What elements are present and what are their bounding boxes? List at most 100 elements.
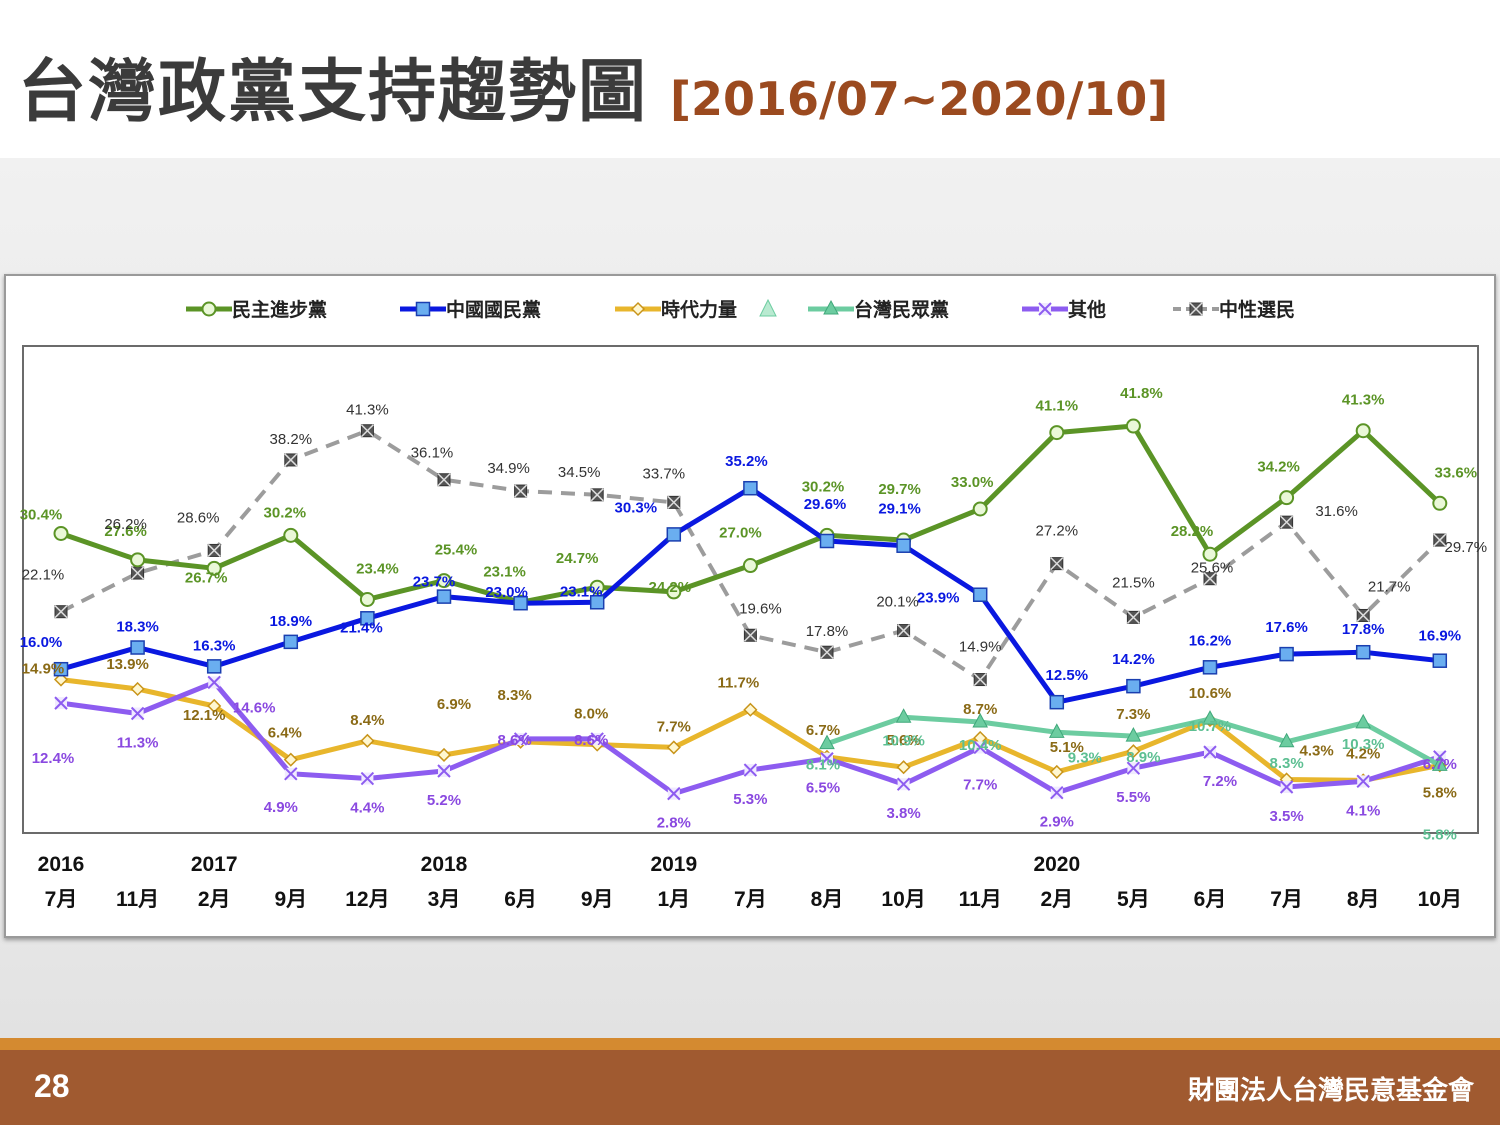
data-label: 38.2%: [270, 431, 313, 448]
data-label: 24.7%: [556, 550, 599, 567]
data-label: 17.8%: [1342, 621, 1385, 638]
data-point: [1202, 546, 1218, 562]
data-point: [513, 595, 528, 611]
data-label: 27.6%: [104, 523, 147, 540]
x-tick-label: 11月: [959, 888, 1002, 911]
data-point: [1355, 644, 1371, 660]
data-label: 25.4%: [435, 542, 478, 559]
data-label: 8.6%: [497, 732, 531, 749]
data-point: [819, 734, 835, 750]
data-point: [283, 752, 298, 767]
data-label: 5.6%: [886, 732, 920, 749]
data-label: 21.5%: [1112, 574, 1155, 591]
data-point: [130, 681, 145, 697]
data-point: [743, 763, 758, 777]
data-label: 14.9%: [959, 639, 1002, 656]
data-label: 21.4%: [340, 619, 383, 636]
data-label: 4.4%: [350, 800, 384, 817]
data-point: [743, 702, 758, 717]
title-bar: 台灣政黨支持趨勢圖 [2016/07~2020/10]: [0, 0, 1500, 158]
data-label: 14.6%: [233, 699, 276, 716]
x-year-label: 2019: [650, 853, 697, 876]
data-label: 30.4%: [20, 506, 63, 523]
data-label: 11.7%: [718, 675, 760, 692]
data-point: [1356, 608, 1370, 622]
legend-label: 台灣民眾黨: [854, 298, 949, 321]
data-label: 4.2%: [1346, 745, 1380, 762]
data-label: 5.8%: [1423, 826, 1457, 843]
data-label: 41.8%: [1120, 385, 1163, 402]
data-label: 34.9%: [487, 460, 530, 477]
data-point: [130, 706, 145, 721]
data-label: 18.9%: [270, 613, 313, 630]
data-label: 6.4%: [268, 725, 302, 742]
page-number: 28: [34, 1068, 70, 1104]
data-label: 4.3%: [1299, 742, 1333, 759]
data-point: [896, 777, 911, 791]
data-point: [973, 740, 987, 755]
data-point: [206, 560, 222, 576]
data-point: [53, 661, 69, 677]
data-label: 8.3%: [1269, 755, 1303, 772]
data-point: [972, 587, 988, 602]
data-point: [743, 628, 757, 642]
data-point: [1431, 756, 1448, 771]
data-label: 8.6%: [574, 732, 608, 749]
legend-marker: [1189, 302, 1203, 316]
x-tick-label: 6月: [1194, 888, 1227, 911]
data-label: 30.2%: [802, 478, 845, 495]
x-year-label: 2016: [38, 853, 85, 876]
data-point: [589, 595, 605, 610]
x-tick-label: 11月: [116, 888, 159, 911]
title-text: 台灣政黨支持趨勢圖: [18, 53, 649, 132]
data-point: [1049, 694, 1065, 710]
data-label: 16.9%: [1419, 628, 1462, 645]
data-point: [1202, 710, 1218, 725]
data-point: [54, 605, 68, 619]
data-point: [1125, 727, 1142, 742]
data-point: [667, 495, 681, 509]
data-label: 30.3%: [615, 499, 658, 516]
x-tick-label: 6月: [504, 888, 537, 911]
data-point: [667, 786, 681, 801]
legend-marker: [415, 301, 431, 317]
data-point: [820, 645, 834, 659]
data-label: 8.0%: [574, 706, 608, 723]
data-label: 7.3%: [1116, 706, 1150, 723]
data-point: [1278, 732, 1295, 748]
data-label: 26.2%: [104, 516, 147, 533]
data-label: 14.9%: [22, 661, 65, 678]
data-point: [973, 673, 987, 687]
data-label: 10.6%: [1189, 685, 1232, 702]
data-label: 41.1%: [1036, 398, 1079, 415]
data-point: [284, 767, 298, 781]
x-year-label: 2018: [421, 853, 468, 876]
data-label: 17.6%: [1265, 619, 1308, 636]
data-label: 11.3%: [117, 734, 159, 751]
data-label: 12.1%: [183, 707, 226, 724]
x-tick-label: 8月: [1347, 888, 1380, 911]
data-point: [360, 733, 375, 748]
data-label: 7.7%: [657, 718, 691, 735]
data-point: [1049, 425, 1065, 441]
data-point: [283, 527, 299, 543]
footer-accent-line: [0, 1038, 1500, 1050]
data-point: [742, 558, 758, 574]
data-point: [666, 740, 681, 755]
data-point: [1049, 764, 1064, 779]
organization-name: 財團法人台灣民意基金會: [1187, 1076, 1474, 1106]
data-label: 12.5%: [1046, 667, 1089, 684]
data-label: 16.0%: [20, 634, 63, 651]
data-point: [53, 672, 69, 687]
data-label: 20.1%: [876, 594, 919, 611]
footer-bar: 28 財團法人台灣民意基金會: [0, 1050, 1500, 1125]
x-tick-label: 8月: [811, 888, 844, 911]
data-label: 41.3%: [346, 402, 389, 419]
x-tick-label: 7月: [45, 888, 78, 911]
data-label: 6.5%: [806, 780, 840, 797]
data-label: 3.5%: [1269, 808, 1303, 825]
data-point: [590, 488, 604, 502]
data-point: [590, 732, 604, 746]
data-point: [1355, 423, 1371, 439]
